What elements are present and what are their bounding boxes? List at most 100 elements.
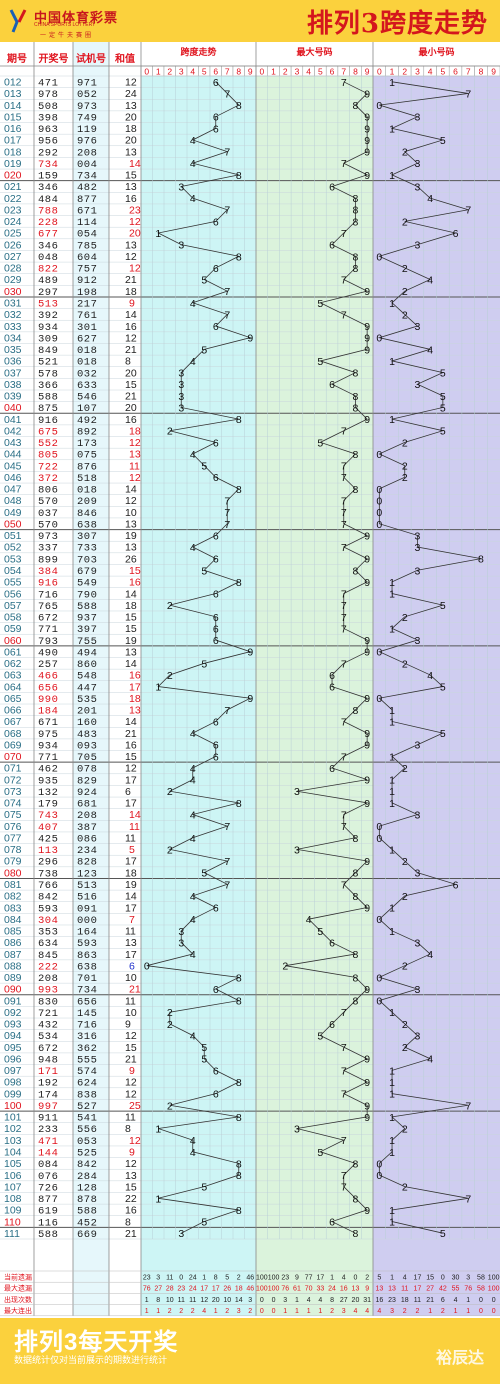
period-cell: 019: [4, 158, 22, 170]
stats-value-max: 2: [330, 1308, 334, 1315]
max-point: 9: [364, 147, 370, 159]
stats-value-max: 100: [256, 1286, 268, 1293]
max-point: 6: [329, 181, 335, 193]
period-cell: 070: [4, 751, 22, 763]
stats-value-span: 11: [189, 1297, 196, 1304]
digit-header-max: 6: [330, 67, 335, 77]
sum-cell: 20: [125, 135, 137, 147]
draw-cell: 672: [38, 613, 58, 625]
period-cell: 078: [4, 844, 22, 856]
stats-value-min: 2: [403, 1308, 407, 1315]
span-point: 3: [178, 1228, 184, 1240]
period-cell: 043: [4, 437, 22, 449]
max-point: 5: [317, 298, 323, 310]
stats-value-min: 13: [375, 1286, 383, 1293]
period-cell: 034: [4, 332, 22, 344]
draw-cell: 462: [38, 764, 58, 776]
draw-cell: 916: [38, 415, 58, 427]
logo-name: 中国体育彩票: [34, 10, 119, 25]
min-point: 3: [415, 321, 421, 333]
sum-cell: 6: [125, 786, 131, 798]
max-point: 9: [364, 135, 370, 147]
sum-cell: 17: [125, 774, 137, 786]
stats-value-max: 27: [340, 1297, 348, 1304]
min-point: 2: [402, 961, 408, 973]
trial-cell: 937: [77, 613, 97, 625]
zone-header-min: 最小号码: [418, 46, 454, 57]
min-point: 7: [465, 1100, 471, 1112]
min-point: 1: [389, 705, 395, 717]
sum-cell: 12: [125, 1158, 137, 1170]
trial-cell: 976: [77, 136, 97, 148]
draw-cell: 490: [38, 647, 58, 659]
period-cell: 104: [4, 1146, 22, 1158]
max-point: 8: [353, 565, 359, 577]
period-cell: 046: [4, 472, 22, 484]
trial-cell: 546: [77, 392, 97, 404]
span-point: 1: [155, 228, 161, 240]
max-point: 3: [294, 1124, 300, 1136]
draw-cell: 677: [38, 229, 58, 241]
period-cell: 040: [4, 402, 22, 414]
digit-header-max: 4: [306, 67, 311, 77]
stats-value-span: 76: [143, 1286, 151, 1293]
period-cell: 110: [4, 1216, 21, 1228]
sum-cell: 16: [125, 193, 137, 205]
span-point: 9: [247, 333, 253, 345]
span-point: 6: [213, 740, 219, 752]
draw-cell: 222: [38, 961, 58, 973]
draw-cell: 990: [38, 694, 58, 706]
stats-value-span: 2: [225, 1308, 229, 1315]
draw-cell: 084: [38, 1159, 58, 1171]
min-point: 0: [376, 251, 382, 263]
sum-cell: 15: [125, 379, 137, 391]
trial-cell: 107: [77, 403, 97, 415]
draw-cell: 508: [38, 101, 58, 113]
period-cell: 053: [4, 553, 22, 565]
draw-cell: 484: [38, 194, 58, 206]
span-point: 6: [213, 612, 219, 624]
stats-value-span: 17: [200, 1286, 208, 1293]
span-point: 7: [224, 507, 230, 519]
period-cell: 056: [4, 588, 22, 600]
sum-cell: 13: [125, 646, 137, 658]
span-point: 4: [190, 949, 196, 961]
stats-value-max: 1: [295, 1308, 299, 1315]
trial-cell: 790: [77, 589, 97, 601]
stats-label: 最大遗漏: [4, 1284, 32, 1293]
sum-cell: 16: [125, 321, 137, 333]
sum-cell: 16: [129, 670, 141, 682]
max-point: 8: [353, 391, 359, 403]
span-point: 1: [155, 1124, 161, 1136]
digit-header-min: 3: [415, 67, 420, 77]
max-point: 8: [353, 402, 359, 414]
period-cell: 092: [4, 1007, 22, 1019]
min-point: 2: [402, 658, 408, 670]
stats-value-span: 4: [202, 1308, 206, 1315]
draw-cell: 793: [38, 636, 58, 648]
max-point: 8: [353, 205, 359, 217]
trial-cell: 284: [77, 1171, 97, 1183]
trial-cell: 588: [77, 601, 97, 613]
sum-cell: 12: [125, 332, 137, 344]
sum-cell: 12: [125, 763, 137, 775]
sum-cell: 12: [125, 1030, 137, 1042]
span-point: 4: [190, 833, 196, 845]
stats-value-span: 46: [246, 1275, 254, 1282]
min-point: 3: [415, 112, 421, 124]
period-cell: 105: [4, 1158, 22, 1170]
draw-cell: 734: [38, 159, 58, 171]
min-point: 0: [376, 821, 382, 833]
zone-header-span: 跨度走势: [180, 46, 216, 57]
min-point: 1: [389, 1065, 395, 1077]
draw-cell: 578: [38, 368, 58, 380]
period-cell: 035: [4, 344, 22, 356]
trial-cell: 119: [77, 124, 97, 136]
period-cell: 024: [4, 216, 22, 228]
stats-value-max: 0: [260, 1308, 264, 1315]
stats-value-max: 24: [328, 1286, 336, 1293]
min-point: 2: [402, 147, 408, 159]
trial-cell: 681: [77, 799, 97, 811]
draw-cell: 174: [38, 1089, 58, 1101]
sum-cell: 12: [125, 1077, 137, 1089]
